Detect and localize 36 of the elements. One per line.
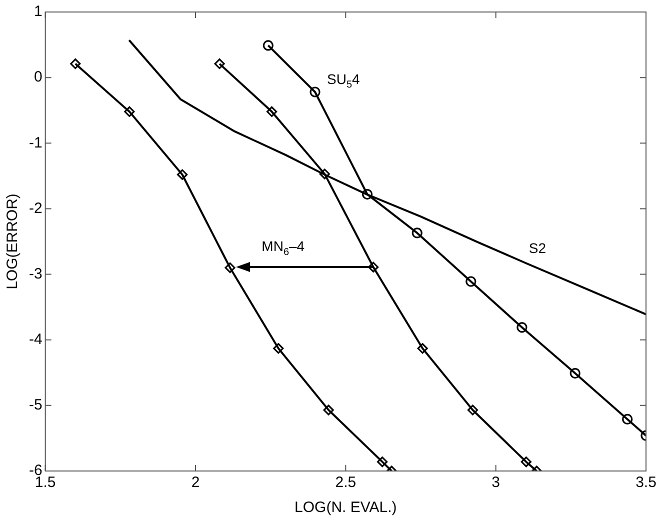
x-tick-label: 2.5 — [335, 474, 356, 492]
point — [124, 106, 135, 117]
point — [310, 86, 320, 98]
point — [262, 40, 274, 51]
point — [466, 276, 476, 287]
point — [412, 228, 422, 238]
point — [520, 456, 532, 468]
x-tick-label: 3 — [492, 474, 500, 492]
point — [323, 404, 334, 416]
point — [176, 169, 188, 180]
point — [266, 106, 278, 117]
y-tick-label: -1 — [28, 134, 42, 152]
x-tick-label: 3.5 — [636, 474, 656, 492]
point — [214, 58, 225, 70]
x-tick-label: 2 — [191, 474, 200, 492]
point — [467, 404, 478, 416]
point — [516, 322, 528, 333]
point — [417, 343, 428, 354]
series-label: S2 — [528, 240, 546, 256]
y-tick-label: -4 — [28, 331, 42, 348]
point — [273, 343, 284, 354]
point — [70, 58, 81, 70]
point — [570, 368, 580, 379]
y-tick-label: 0 — [34, 68, 42, 86]
y-tick-label: -2 — [28, 200, 42, 217]
point — [224, 262, 236, 274]
point — [377, 456, 388, 468]
point — [622, 414, 633, 424]
x-axis-title: LOG(N. EVAL.) — [294, 499, 397, 516]
y-tick-label: 1 — [34, 3, 42, 20]
y-tick-label: -5 — [28, 396, 42, 414]
point — [362, 188, 373, 200]
y-tick-label: -3 — [28, 265, 42, 282]
point — [368, 262, 379, 272]
point — [319, 168, 330, 180]
y-axis-title: LOG(ERROR) — [4, 194, 22, 290]
